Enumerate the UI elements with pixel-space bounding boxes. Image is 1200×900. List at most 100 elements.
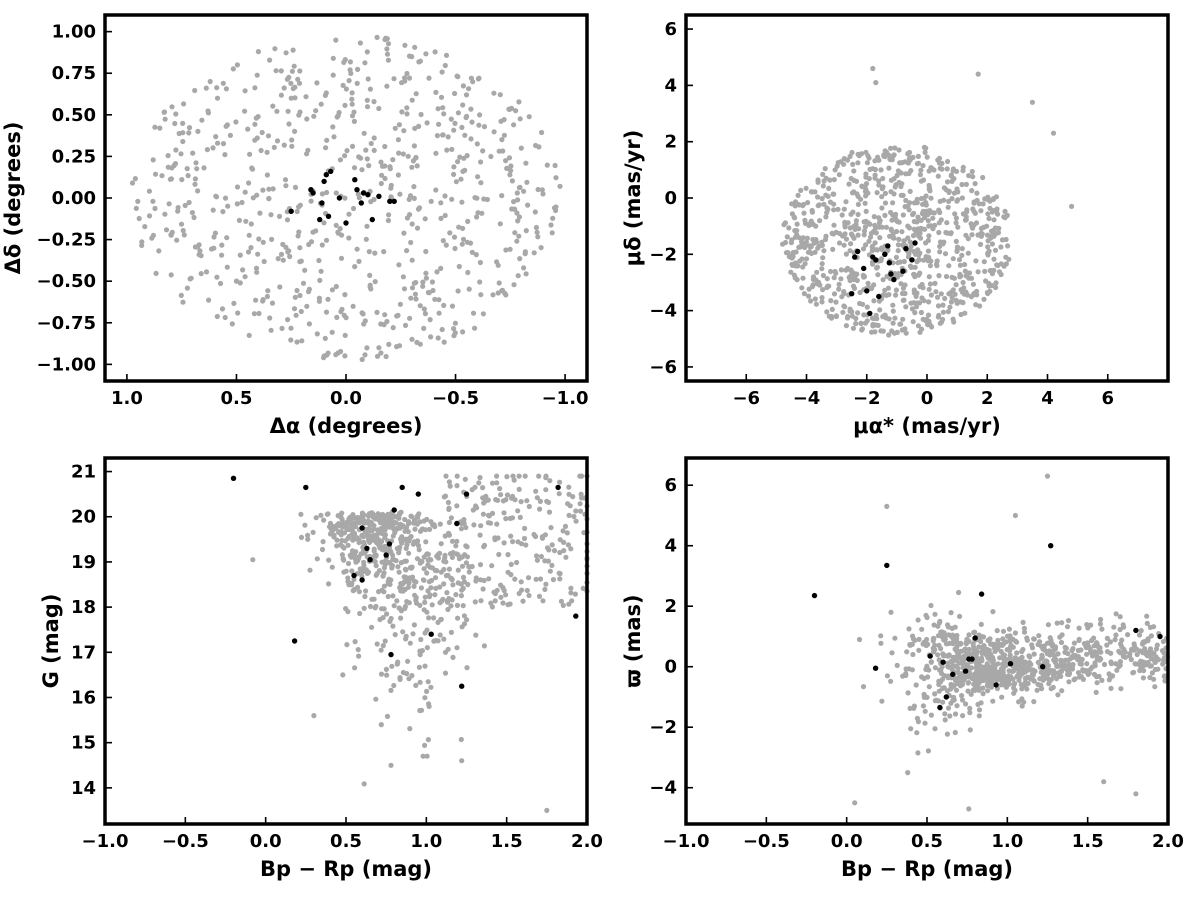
member-star-point	[852, 254, 858, 260]
member-star-point	[993, 682, 999, 688]
field-star-point	[1026, 661, 1032, 668]
field-star-point	[991, 665, 997, 671]
field-star-point	[462, 476, 468, 482]
field-star-point	[985, 688, 991, 694]
field-star-point	[975, 71, 981, 77]
field-star-point	[334, 314, 340, 320]
field-star-point	[968, 221, 974, 227]
y-tick-label: 6	[664, 19, 677, 40]
field-star-point	[318, 268, 324, 274]
field-star-point	[246, 180, 252, 186]
field-star-point	[404, 215, 410, 221]
field-star-point	[292, 128, 298, 134]
field-star-point	[508, 168, 514, 174]
field-star-point	[501, 117, 507, 123]
field-star-point	[1145, 636, 1151, 642]
member-star-point	[354, 187, 360, 193]
field-star-point	[942, 251, 949, 257]
field-star-point	[417, 707, 423, 714]
field-star-point	[915, 323, 922, 329]
field-star-point	[181, 232, 187, 238]
field-star-point	[948, 299, 955, 305]
field-star-point	[192, 87, 198, 94]
field-star-point	[451, 326, 457, 332]
field-star-point	[362, 593, 368, 600]
field-star-point	[288, 337, 294, 343]
field-star-point	[876, 215, 882, 221]
field-star-point	[444, 599, 451, 605]
field-star-point	[878, 256, 885, 262]
member-star-point	[351, 572, 357, 579]
field-star-point	[979, 658, 985, 664]
field-star-point	[525, 575, 532, 581]
field-star-point	[400, 523, 406, 530]
field-star-point	[505, 552, 511, 558]
field-star-point	[436, 297, 442, 303]
field-star-point	[507, 515, 513, 522]
field-star-point	[355, 647, 361, 653]
field-star-point	[523, 542, 529, 548]
field-star-point	[391, 76, 397, 82]
member-star-point	[230, 475, 237, 481]
field-star-point	[417, 519, 423, 525]
field-star-point	[299, 338, 305, 344]
field-star-point	[854, 191, 860, 197]
field-star-point	[960, 279, 966, 286]
field-star-point	[1020, 619, 1026, 626]
y-tick-label: 2	[664, 596, 677, 617]
field-star-point	[463, 543, 469, 549]
field-star-point	[412, 526, 418, 532]
field-star-point	[234, 62, 240, 68]
field-star-point	[995, 661, 1001, 667]
field-star-point	[198, 271, 204, 277]
field-star-point	[318, 512, 324, 518]
field-star-point	[932, 280, 938, 286]
field-star-point	[210, 145, 216, 151]
field-star-point	[180, 299, 186, 305]
field-star-point	[950, 698, 956, 704]
field-star-point	[291, 306, 298, 312]
field-star-point	[461, 579, 467, 585]
field-star-point	[438, 94, 445, 100]
field-star-point	[1058, 639, 1065, 646]
field-star-point	[543, 487, 549, 493]
field-star-point	[324, 511, 330, 517]
x-tick-label: −1.0	[663, 831, 710, 852]
field-star-point	[234, 184, 241, 190]
field-star-point	[384, 83, 390, 89]
y-tick-label: 19	[71, 552, 96, 573]
field-star-point	[421, 554, 427, 560]
field-star-point	[976, 713, 982, 719]
field-star-point	[822, 166, 828, 172]
field-star-point	[838, 267, 845, 273]
field-star-point	[899, 181, 905, 187]
field-star-point	[298, 511, 304, 517]
member-star-point	[1157, 633, 1163, 640]
field-star-point	[251, 311, 257, 317]
field-star-point	[329, 329, 335, 335]
field-star-point	[1000, 636, 1006, 642]
field-star-point	[435, 335, 441, 341]
field-star-point	[468, 136, 474, 142]
field-star-point	[333, 283, 339, 290]
field-star-point	[907, 642, 913, 648]
field-star-point	[879, 245, 885, 251]
field-star-point	[949, 196, 955, 202]
field-star-point	[935, 173, 941, 179]
field-star-point	[365, 76, 371, 82]
field-star-point	[452, 120, 458, 126]
panel-sky-positions: 1.0 0.5 0.0 −0.5 −1.01.000.750.500.250.00−0.…	[1, 13, 589, 438]
field-star-point	[1071, 677, 1077, 683]
field-star-point	[384, 611, 390, 617]
field-star-point	[509, 178, 515, 184]
field-star-point	[925, 641, 931, 648]
field-star-point	[214, 313, 220, 320]
field-star-point	[483, 493, 489, 499]
field-star-point	[246, 232, 252, 238]
field-star-point	[871, 298, 877, 304]
field-star-point	[940, 676, 946, 682]
field-star-point	[1139, 660, 1145, 666]
field-star-point	[460, 329, 466, 335]
field-star-point	[1099, 677, 1105, 684]
field-star-point	[442, 62, 448, 69]
